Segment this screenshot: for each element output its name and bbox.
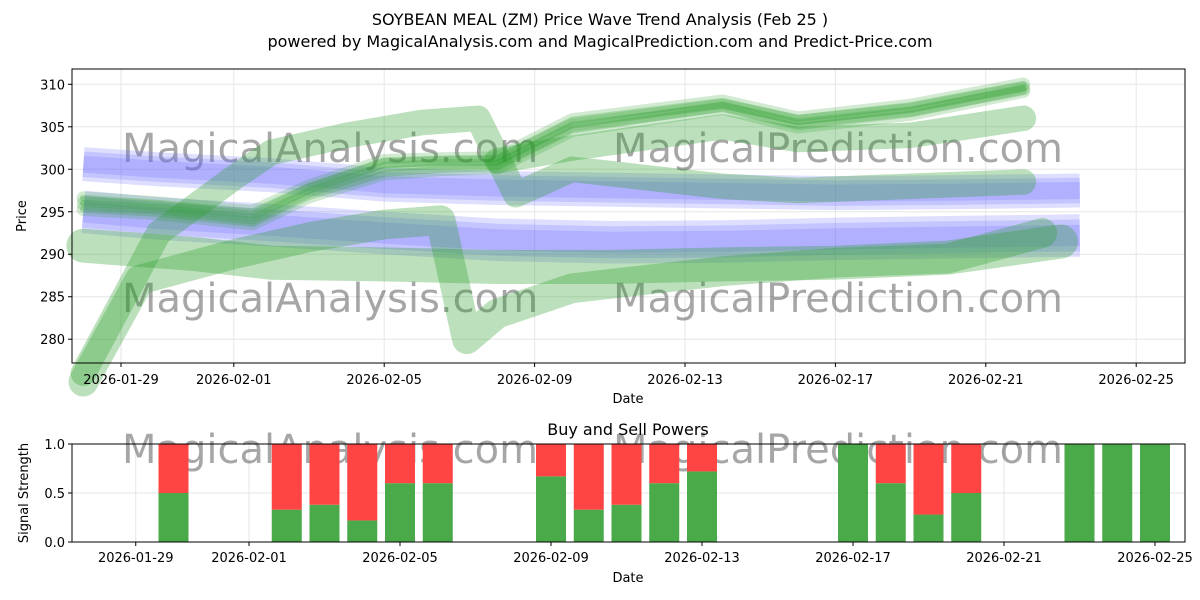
green-band-wave-7 xyxy=(484,105,1037,174)
sell-bar xyxy=(536,444,566,477)
green-band-wave-6 xyxy=(66,224,1078,284)
bottom-chart-title: Buy and Sell Powers xyxy=(547,420,709,439)
bottom-y-axis-label: Signal Strength xyxy=(17,443,32,543)
green-band-wave-2 xyxy=(76,84,1031,231)
green-band-wave-4 xyxy=(70,105,1037,386)
buy-bar xyxy=(913,514,944,542)
buy-bar xyxy=(611,504,642,542)
watermark-text: MagicalAnalysis.com xyxy=(122,276,538,322)
sell-bar xyxy=(271,444,302,510)
bottom-x-tick-label: 2026-02-25 xyxy=(1117,551,1193,566)
top-x-tick-label: 2026-02-21 xyxy=(948,373,1024,388)
top-y-tick-label: 305 xyxy=(40,121,65,136)
buy-bar xyxy=(573,509,604,542)
bottom-axes: 2026-01-29 2026-02-01 2026-02-05 2026-02-09… xyxy=(44,438,1192,566)
top-x-tick-label: 2026-02-17 xyxy=(798,373,874,388)
bottom-x-tick-label: 2026-02-13 xyxy=(664,551,740,566)
bottom-y-tick-label: 1.0 xyxy=(44,438,65,453)
buy-bar xyxy=(1140,444,1170,542)
top-x-tick-label: 2026-01-29 xyxy=(83,373,159,388)
green-band-wave-5 xyxy=(68,205,1058,397)
sell-bar xyxy=(573,444,604,510)
green-bands xyxy=(66,77,1078,397)
top-y-axis-label: Price xyxy=(15,200,30,232)
blue-band-lower xyxy=(81,190,1081,264)
buy-bar xyxy=(158,493,189,542)
top-watermarks: MagicalAnalysis.com MagicalPrediction.com… xyxy=(122,126,1063,322)
buy-bar xyxy=(347,520,378,542)
green-band-wave-1 xyxy=(76,81,1031,225)
bottom-y-tick-label: 0.5 xyxy=(44,487,65,502)
green-band-wave-3 xyxy=(76,77,1031,219)
top-axes: 2026-01-29 2026-02-01 2026-02-05 2026-02-09… xyxy=(40,78,1174,388)
buy-bar xyxy=(838,444,868,542)
blue-band-upper xyxy=(82,151,1080,206)
blue-band-upper xyxy=(82,155,1080,202)
chart-subtitle: powered by MagicalAnalysis.com and Magic… xyxy=(267,32,932,51)
sell-bar xyxy=(951,444,982,493)
bottom-x-tick-label: 2026-02-21 xyxy=(966,551,1042,566)
top-y-tick-label: 280 xyxy=(40,333,65,348)
top-y-tick-label: 290 xyxy=(40,248,65,263)
top-x-tick-label: 2026-02-05 xyxy=(346,373,422,388)
buy-bar xyxy=(309,504,340,542)
sell-bar xyxy=(347,444,378,521)
watermark-text: MagicalPrediction.com xyxy=(613,126,1063,172)
buy-sell-bars xyxy=(158,444,1170,542)
sell-bar xyxy=(309,444,340,505)
buy-bar xyxy=(536,476,566,542)
blue-band-upper xyxy=(82,147,1081,211)
buy-bar xyxy=(271,509,302,542)
top-x-tick-label: 2026-02-01 xyxy=(196,373,272,388)
top-x-tick-label: 2026-02-25 xyxy=(1098,373,1174,388)
sell-bar xyxy=(611,444,642,505)
blue-bands xyxy=(81,147,1081,264)
watermark-text: MagicalAnalysis.com xyxy=(122,126,538,172)
top-y-tick-label: 285 xyxy=(40,291,65,306)
top-x-axis-label: Date xyxy=(612,392,643,407)
sell-bar xyxy=(158,444,189,493)
top-x-tick-label: 2026-02-09 xyxy=(497,373,573,388)
buy-bar xyxy=(1102,444,1133,542)
sell-bar xyxy=(649,444,680,484)
top-y-tick-label: 300 xyxy=(40,163,65,178)
top-x-tick-label: 2026-02-13 xyxy=(647,373,723,388)
top-y-tick-label: 310 xyxy=(40,78,65,93)
top-y-tick-label: 295 xyxy=(40,206,65,221)
buy-bar xyxy=(687,471,717,542)
buy-bar xyxy=(951,493,982,542)
green-band-core-wave-1 xyxy=(80,85,1027,222)
buy-bar xyxy=(1064,444,1095,542)
buy-bar xyxy=(422,483,453,542)
bottom-x-tick-label: 2026-02-17 xyxy=(815,551,891,566)
buy-bar xyxy=(875,483,906,542)
sell-bar xyxy=(422,444,453,484)
sell-bar xyxy=(385,444,415,484)
green-band-core-wave-2 xyxy=(80,87,1027,227)
bottom-x-axis-label: Date xyxy=(612,571,643,586)
blue-band-lower xyxy=(82,201,1080,253)
blue-band-lower xyxy=(81,195,1081,259)
bottom-x-tick-label: 2026-02-01 xyxy=(211,551,287,566)
buy-bar xyxy=(385,483,415,542)
sell-bar xyxy=(875,444,906,484)
chart-title: SOYBEAN MEAL (ZM) Price Wave Trend Analy… xyxy=(372,10,828,29)
bottom-x-tick-label: 2026-02-09 xyxy=(513,551,589,566)
sell-bar xyxy=(687,444,717,472)
bottom-y-tick-label: 0.0 xyxy=(44,536,65,551)
bottom-x-tick-label: 2026-02-05 xyxy=(362,551,438,566)
sell-bar xyxy=(913,444,944,515)
bottom-x-tick-label: 2026-01-29 xyxy=(98,551,174,566)
top-grid xyxy=(72,69,1185,363)
top-plot-frame xyxy=(71,68,1186,364)
buy-bar xyxy=(649,483,680,542)
green-band-core-wave-3 xyxy=(80,80,1027,216)
watermark-text: MagicalPrediction.com xyxy=(613,276,1063,322)
